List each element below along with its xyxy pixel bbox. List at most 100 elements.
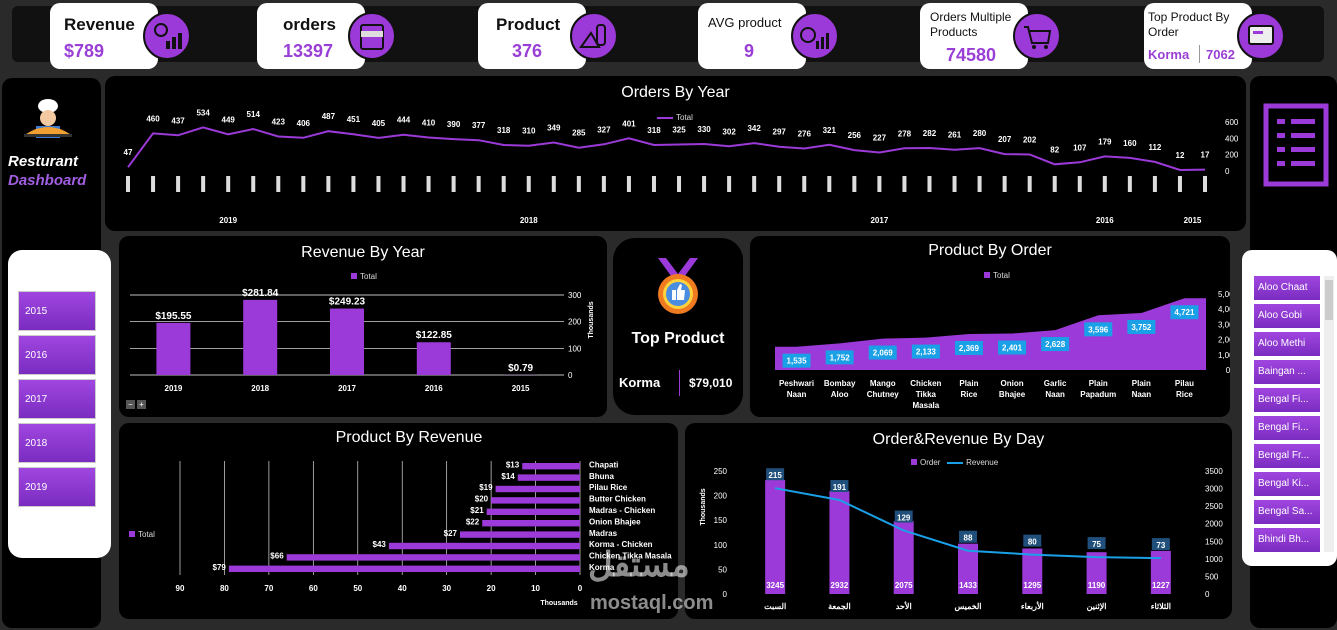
x-tick-label-mark bbox=[1052, 176, 1057, 192]
bar bbox=[486, 508, 580, 515]
x-tick-label: 70 bbox=[264, 584, 273, 593]
data-label: 17 bbox=[1201, 151, 1210, 160]
product-slicer-item[interactable]: Bengal Ki... bbox=[1254, 472, 1320, 496]
data-label: 460 bbox=[146, 114, 160, 123]
product-slicer-item[interactable]: Bhindi Bh... bbox=[1254, 528, 1320, 552]
data-label-box bbox=[911, 344, 940, 359]
x-tick-label: الخميس bbox=[954, 602, 981, 612]
product-slicer-item[interactable]: Bengal Fi... bbox=[1254, 416, 1320, 440]
data-label-box bbox=[954, 340, 983, 355]
product-slicer-item[interactable]: Aloo Gobi bbox=[1254, 304, 1320, 328]
x-tick-label-mark bbox=[1203, 176, 1207, 192]
x-tick-label-mark bbox=[276, 176, 281, 192]
kpi-title: Top Product By Order bbox=[1148, 10, 1230, 39]
year-slicer-item[interactable]: 2018 bbox=[18, 423, 96, 463]
data-label-revenue: 215 bbox=[768, 471, 782, 480]
scrollbar[interactable] bbox=[1324, 276, 1334, 552]
x-tick-label: الجمعة bbox=[828, 602, 851, 611]
x-tick-label: 20 bbox=[487, 584, 496, 593]
bar bbox=[491, 497, 580, 504]
bar-order bbox=[1022, 548, 1043, 594]
x-tick-label-mark bbox=[852, 176, 857, 192]
year-slicer-item[interactable]: 2019 bbox=[18, 467, 96, 507]
bar bbox=[388, 542, 580, 550]
x-tick-label-mark bbox=[802, 176, 807, 192]
data-label-order: 3245 bbox=[766, 581, 784, 590]
data-label-order: 1433 bbox=[959, 581, 977, 590]
product-slicer-item[interactable]: Baingan ... bbox=[1254, 360, 1320, 384]
data-label-revenue: 129 bbox=[897, 514, 911, 523]
chart-title: Revenue By Year bbox=[301, 244, 425, 261]
x-tick-label: Pilau bbox=[1175, 379, 1194, 388]
x-tick-label: Plain bbox=[1089, 379, 1108, 388]
bar-order bbox=[1086, 552, 1107, 594]
chart-title: Orders By Year bbox=[621, 84, 730, 101]
product-slicer-item[interactable]: Bengal Fr... bbox=[1254, 444, 1320, 468]
x-tick-label-mark bbox=[1152, 176, 1157, 192]
y-tick-label: 5,000 bbox=[1218, 290, 1230, 299]
x-tick-label: Papadum bbox=[1080, 390, 1116, 399]
data-label-revenue: 80 bbox=[1028, 538, 1037, 547]
x-axis-title: Thousands bbox=[540, 600, 577, 607]
x-tick-label: 90 bbox=[176, 584, 185, 593]
medal-icon bbox=[650, 258, 706, 323]
y-tick-label: 2,000 bbox=[1218, 336, 1230, 345]
x-tick-label-mark bbox=[151, 176, 156, 192]
data-label: 437 bbox=[171, 116, 185, 125]
bar bbox=[482, 520, 580, 527]
bar bbox=[156, 322, 191, 375]
product-slicer-item[interactable]: Aloo Methi bbox=[1254, 332, 1320, 356]
y-tick-label: 1,000 bbox=[1218, 351, 1230, 360]
x-tick-label-mark bbox=[827, 176, 832, 192]
scrollbar-thumb[interactable] bbox=[1325, 280, 1333, 320]
chef-icon bbox=[22, 96, 74, 153]
y-tick-label-right: 3000 bbox=[1205, 485, 1223, 494]
data-label: $79 bbox=[213, 563, 227, 572]
data-label-revenue: 191 bbox=[833, 483, 847, 492]
data-label: 297 bbox=[773, 128, 787, 137]
y-tick-label: 600 bbox=[1225, 118, 1239, 127]
x-tick-label: Plain bbox=[959, 379, 978, 388]
kpi-value: 9 bbox=[744, 41, 755, 61]
x-tick-label: 2016 bbox=[425, 384, 443, 393]
y-tick-label: 0 bbox=[1226, 366, 1230, 375]
product-slicer-item[interactable]: Aloo Chaat bbox=[1254, 276, 1320, 300]
expand-button[interactable]: + bbox=[137, 400, 146, 409]
order-revenue-by-day-chart: 2502001501005003500300025002000150010005… bbox=[700, 467, 1223, 612]
data-label-order: 1190 bbox=[1088, 581, 1106, 590]
data-label-box bbox=[959, 530, 977, 543]
bar bbox=[330, 308, 364, 375]
kpi-value: 74580 bbox=[946, 45, 997, 65]
bar bbox=[517, 474, 580, 481]
data-label: 318 bbox=[497, 126, 511, 135]
top-product-title: Top Product bbox=[631, 330, 725, 347]
x-tick-label: 2018 bbox=[251, 384, 269, 393]
bar bbox=[495, 485, 580, 493]
data-label: $13 bbox=[506, 460, 520, 469]
y-tick-label-right: 1000 bbox=[1205, 555, 1223, 564]
year-slicer-item[interactable]: 2015 bbox=[18, 291, 96, 331]
kpi-value: 376 bbox=[512, 41, 543, 61]
product-slicer-item[interactable]: Bengal Fi... bbox=[1254, 388, 1320, 412]
data-label: 342 bbox=[747, 124, 761, 133]
data-label: 2,133 bbox=[916, 348, 937, 357]
data-label-order: 1295 bbox=[1023, 581, 1041, 590]
x-tick-label-mark bbox=[226, 176, 231, 192]
collapse-button[interactable]: − bbox=[126, 400, 135, 409]
order-box-icon bbox=[347, 11, 397, 66]
data-label: $22 bbox=[466, 517, 480, 526]
x-tick-label-mark bbox=[977, 176, 982, 192]
year-slicer-item[interactable]: 2017 bbox=[18, 379, 96, 419]
chart-legend: Total bbox=[984, 271, 1010, 280]
y-tick-label: Madras bbox=[589, 529, 618, 538]
data-label: 276 bbox=[798, 129, 812, 138]
data-label-revenue: 75 bbox=[1092, 540, 1101, 549]
y-tick-label-right: 500 bbox=[1205, 572, 1219, 581]
series-line-total bbox=[127, 126, 1206, 172]
data-label: 160 bbox=[1123, 139, 1137, 148]
data-label: $27 bbox=[444, 529, 458, 538]
product-slicer-item[interactable]: Bengal Sa... bbox=[1254, 500, 1320, 524]
bar-order bbox=[893, 521, 914, 594]
x-tick-label-mark bbox=[927, 176, 932, 192]
year-slicer-item[interactable]: 2016 bbox=[18, 335, 96, 375]
